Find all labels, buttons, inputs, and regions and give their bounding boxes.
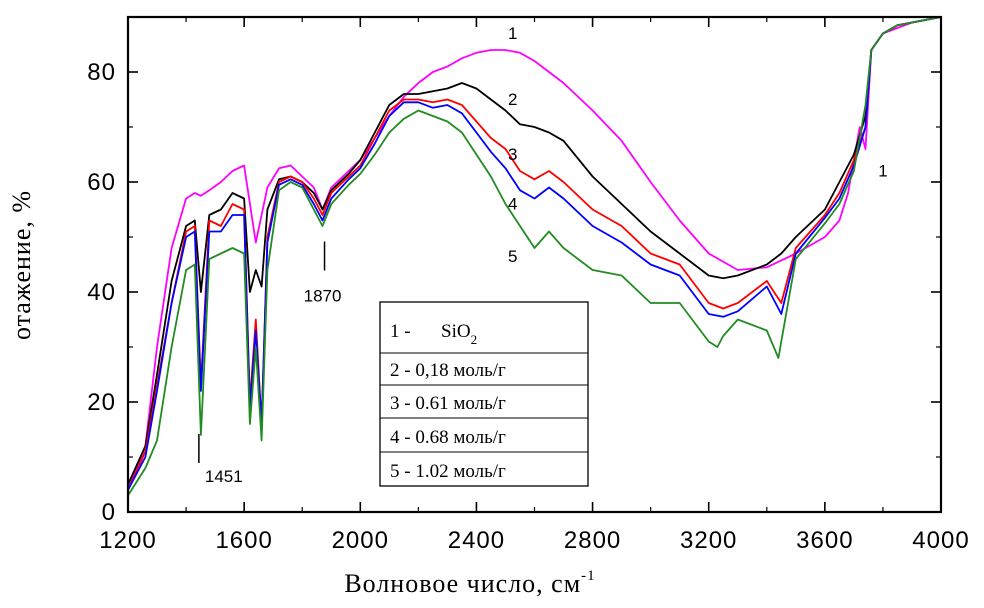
y-tick-label: 20 <box>87 389 116 416</box>
x-tick-label: 2800 <box>564 527 621 554</box>
legend-entry-1-name: SiO <box>441 321 471 342</box>
series-line-1 <box>127 16 942 491</box>
legend-entry-3: 3 - 0.61 моль/г <box>390 393 506 414</box>
legend-entry-1-prefix: 1 - <box>390 321 411 342</box>
x-axis-title-sup: -1 <box>581 568 596 584</box>
y-tick-label: 60 <box>87 169 116 196</box>
curve-label: 3 <box>508 145 517 164</box>
legend-entry-2: 2 - 0,18 моль/г <box>390 360 506 381</box>
y-tick-label: 80 <box>87 59 116 86</box>
annotation-layer: 1451 1870 1 2 3 4 5 1 <box>198 24 888 486</box>
y-tick-labels: 0 20 40 60 80 <box>87 59 116 526</box>
y-tick-label: 40 <box>87 279 116 306</box>
series-line-3 <box>127 16 942 491</box>
series-line-2 <box>127 16 942 485</box>
x-tick-label: 3200 <box>680 527 737 554</box>
x-axis-title-text: Волновое число, см <box>344 569 581 598</box>
y-tick-label: 0 <box>102 499 116 526</box>
y-axis-title: отажение, % <box>7 190 36 340</box>
legend-entry-4: 4 - 0.68 моль/г <box>390 427 506 448</box>
legend-entry-1: 1 - SiO2 <box>390 321 477 347</box>
x-tick-label: 2400 <box>448 527 505 554</box>
x-tick-labels: 1200 1600 2000 2400 2800 3200 3600 4000 <box>99 527 969 554</box>
legend-entry-1-sub: 2 <box>471 332 478 347</box>
series-line-5 <box>127 16 942 496</box>
x-axis-title: Волновое число, см-1 <box>344 568 595 598</box>
x-tick-label: 4000 <box>912 527 969 554</box>
curve-label: 2 <box>508 90 517 109</box>
curve-label: 4 <box>508 195 517 214</box>
x-tick-label: 1200 <box>99 527 156 554</box>
annotation-1870: 1870 <box>304 287 342 306</box>
legend-box <box>379 301 589 487</box>
annotation-1451: 1451 <box>205 467 243 486</box>
curve-label: 1 <box>508 24 517 43</box>
series-layer <box>127 16 942 496</box>
x-tick-label: 1600 <box>215 527 272 554</box>
x-tick-label: 2000 <box>332 527 389 554</box>
x-tick-label: 3600 <box>796 527 853 554</box>
legend-entry-5: 5 - 1.02 моль/г <box>390 461 506 482</box>
legend: 1 - SiO2 2 - 0,18 моль/г 3 - 0.61 моль/г … <box>379 301 589 487</box>
curve-label: 1 <box>878 162 887 181</box>
series-line-4 <box>127 16 942 491</box>
plot-frame <box>126 15 943 514</box>
curve-label: 5 <box>508 247 517 266</box>
